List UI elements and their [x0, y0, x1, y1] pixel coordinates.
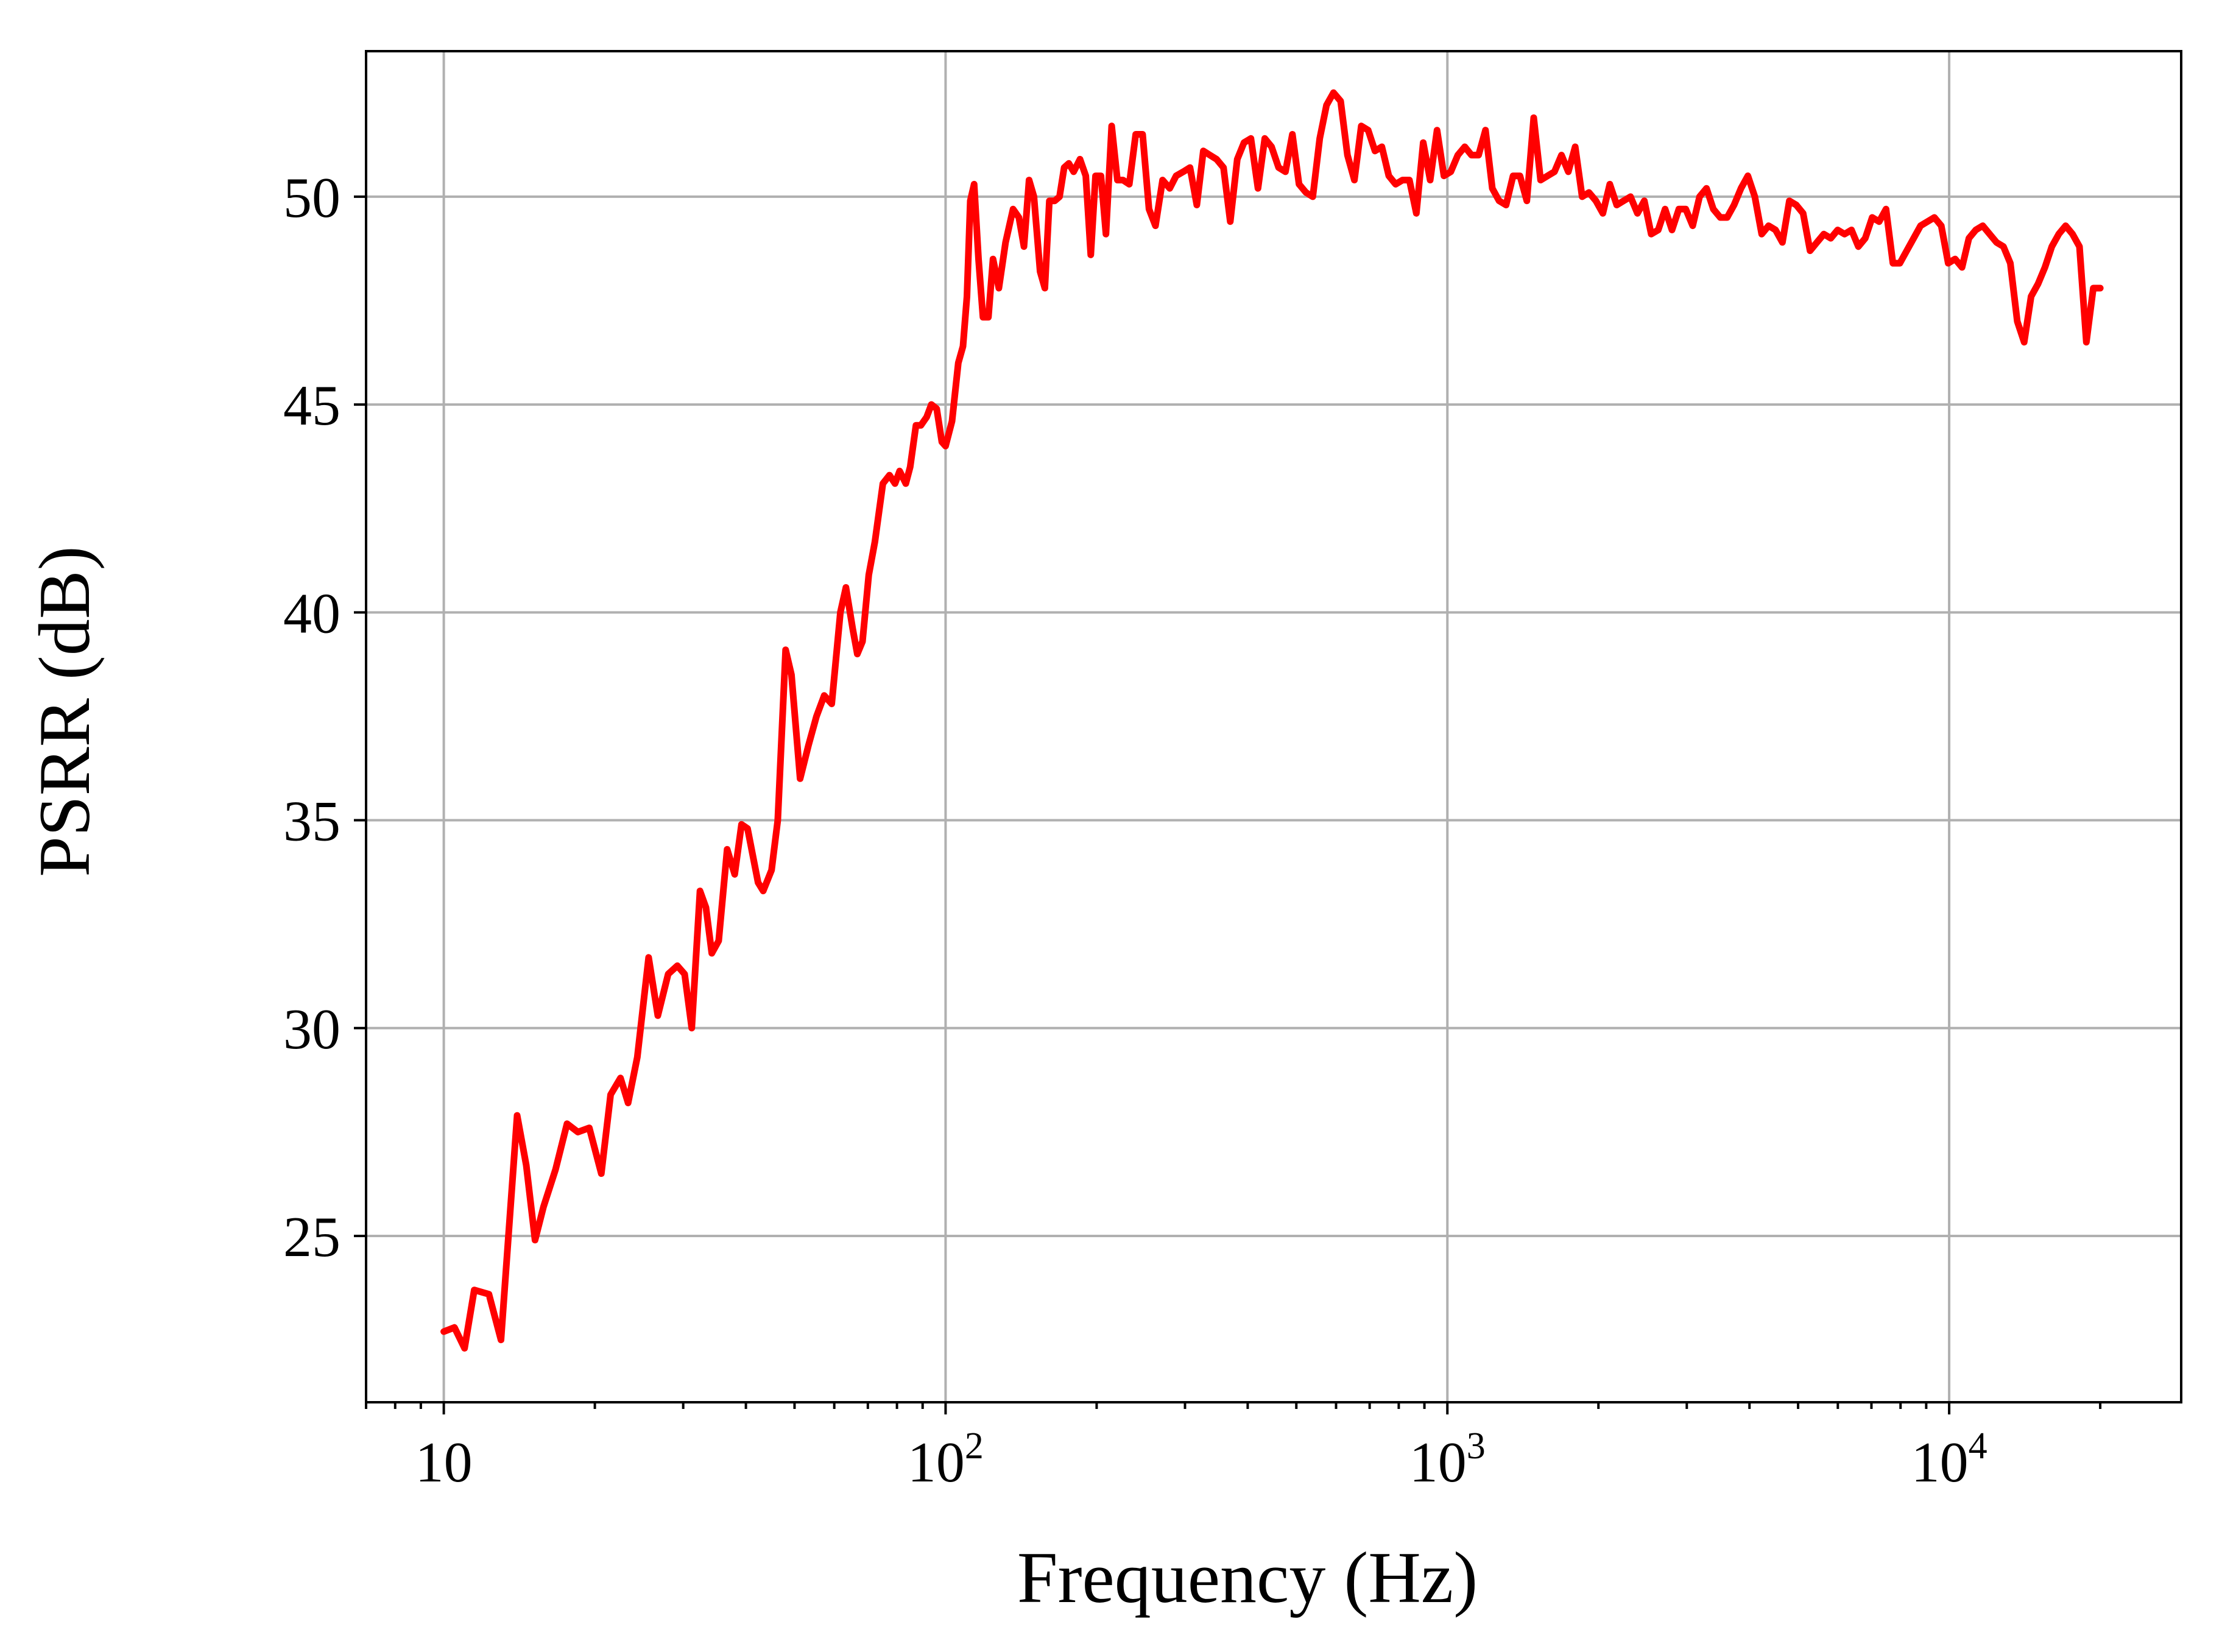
x-axis: 10 102 103 104 [365, 1402, 2102, 1494]
y-axis: 25 30 35 40 45 50 [283, 166, 366, 1269]
series-line-0 [440, 89, 2104, 1352]
x-tick-label-1: 102 [908, 1425, 984, 1494]
y-axis-title: PSRR (dB) [24, 546, 105, 877]
y-tick-label-0: 25 [283, 1205, 340, 1269]
y-tick-label-2: 35 [283, 790, 340, 853]
y-tick-label-4: 45 [283, 374, 340, 437]
y-tick-label-1: 30 [283, 998, 340, 1061]
x-tick-label-0: 10 [415, 1431, 473, 1494]
y-tick-label-3: 40 [283, 582, 340, 645]
x-tick-label-3: 104 [1911, 1425, 1987, 1494]
series-layer [440, 89, 2104, 1352]
plot-frame [365, 50, 2182, 1403]
grid [366, 51, 2181, 1402]
x-tick-label-2: 103 [1409, 1425, 1486, 1494]
y-tick-label-5: 50 [283, 166, 340, 230]
x-axis-title: Frequency (Hz) [1017, 1537, 1478, 1618]
